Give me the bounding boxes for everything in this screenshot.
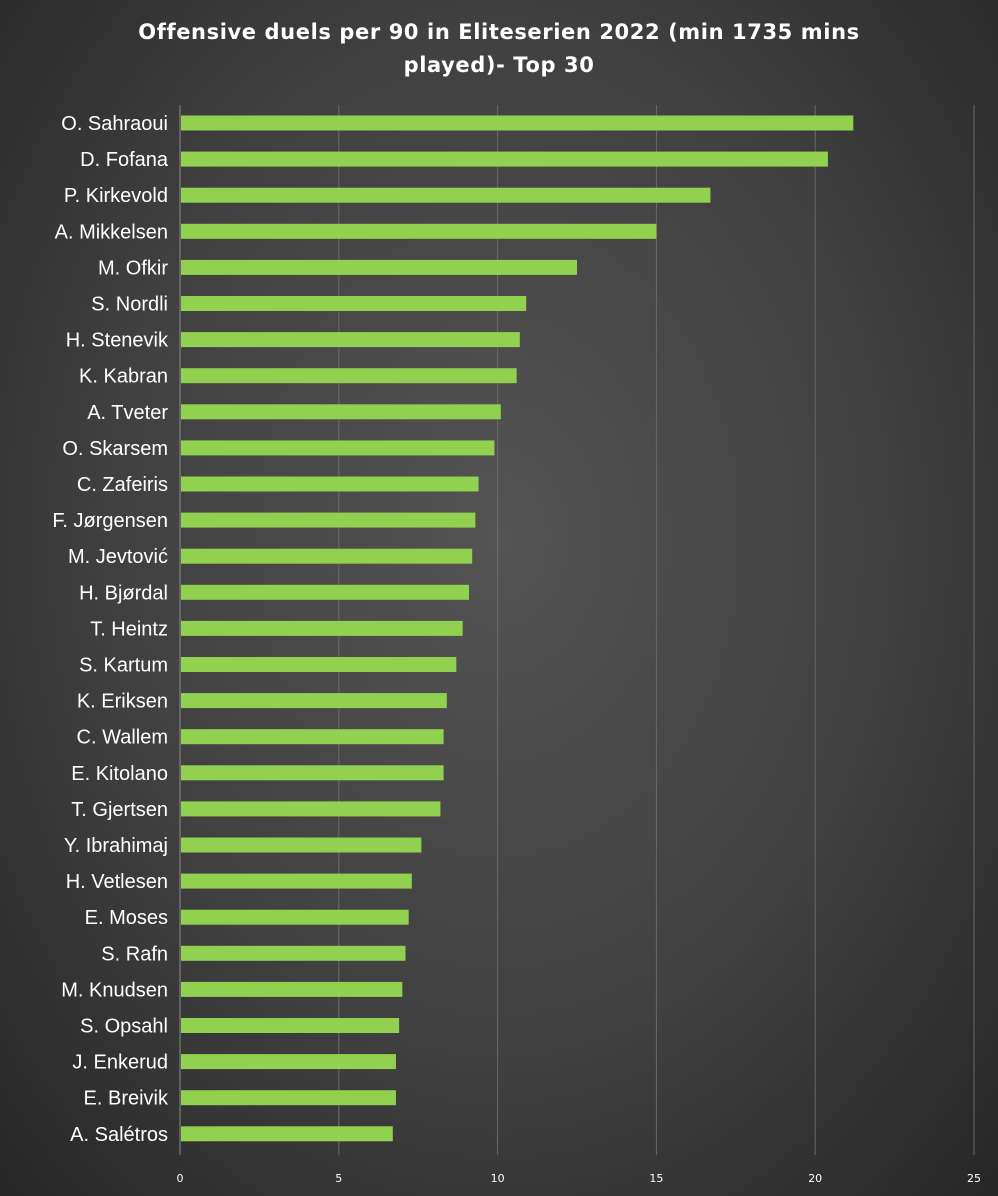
category-label: A. Salétros — [70, 1124, 168, 1146]
category-label: K. Eriksen — [77, 691, 168, 713]
x-tick-label: 5 — [335, 1172, 342, 1185]
category-labels: O. Sahraoui D. Fofana P. Kirkevold A. Mikke… — [52, 113, 169, 1146]
category-label: K. Kabran — [79, 366, 168, 388]
bar — [181, 404, 501, 420]
bar — [181, 332, 520, 348]
category-label: E. Kitolano — [71, 763, 168, 785]
category-label: T. Heintz — [90, 618, 168, 640]
bar — [181, 620, 463, 636]
category-label: H. Bjørdal — [79, 582, 168, 604]
category-label: P. Kirkevold — [64, 185, 168, 207]
category-label: T. Gjertsen — [71, 799, 168, 821]
category-label: O. Sahraoui — [61, 113, 168, 135]
category-label: M. Jevtović — [68, 546, 168, 568]
bar — [181, 1054, 396, 1070]
bar — [181, 259, 577, 275]
bar — [181, 548, 473, 564]
category-label: F. Jørgensen — [52, 510, 168, 532]
category-label: C. Zafeiris — [77, 474, 168, 496]
category-label: E. Breivik — [84, 1088, 169, 1110]
category-label: C. Wallem — [77, 727, 168, 749]
category-label: A. Mikkelsen — [55, 221, 168, 243]
category-label: M. Knudsen — [61, 979, 168, 1001]
category-label: S. Rafn — [101, 943, 168, 965]
category-label: Y. Ibrahimaj — [64, 835, 168, 857]
bar — [181, 512, 476, 528]
bar — [181, 1018, 400, 1033]
bar — [181, 187, 711, 203]
bar — [181, 1090, 396, 1106]
bar — [181, 1126, 393, 1142]
bar — [181, 151, 828, 167]
category-label: S. Nordli — [91, 294, 168, 316]
x-tick-labels: 0 5 10 15 20 25 — [177, 1172, 982, 1185]
bar — [181, 765, 444, 781]
category-label: M. Ofkir — [98, 257, 168, 279]
x-tick-label: 15 — [649, 1172, 663, 1185]
bars — [181, 115, 854, 1142]
bar — [181, 909, 409, 925]
category-label: E. Moses — [85, 907, 168, 929]
category-label: D. Fofana — [80, 149, 169, 171]
bar — [181, 476, 479, 492]
bar — [181, 837, 422, 853]
category-label: O. Skarsem — [62, 438, 168, 460]
x-tick-label: 0 — [177, 1172, 184, 1185]
bar — [181, 296, 527, 311]
x-tick-label: 25 — [967, 1172, 981, 1185]
bar — [181, 223, 657, 239]
category-label: S. Kartum — [79, 655, 168, 677]
category-label: S. Opsahl — [80, 1016, 168, 1038]
bar — [181, 693, 447, 709]
category-label: A. Tveter — [87, 402, 168, 424]
bar — [181, 584, 470, 600]
bar — [181, 945, 406, 961]
bar — [181, 115, 854, 131]
chart-title: Offensive duels per 90 in Eliteserien 20… — [138, 20, 860, 77]
category-label: H. Stenevik — [66, 330, 169, 352]
bar — [181, 729, 444, 745]
bar — [181, 981, 403, 997]
bar — [181, 657, 457, 672]
category-label: H. Vetlesen — [66, 871, 168, 893]
bar — [181, 440, 495, 456]
bar — [181, 368, 517, 384]
bar — [181, 801, 441, 817]
category-label: J. Enkerud — [72, 1052, 168, 1074]
x-tick-label: 10 — [491, 1172, 505, 1185]
x-tick-label: 20 — [808, 1172, 822, 1185]
bar — [181, 873, 412, 889]
